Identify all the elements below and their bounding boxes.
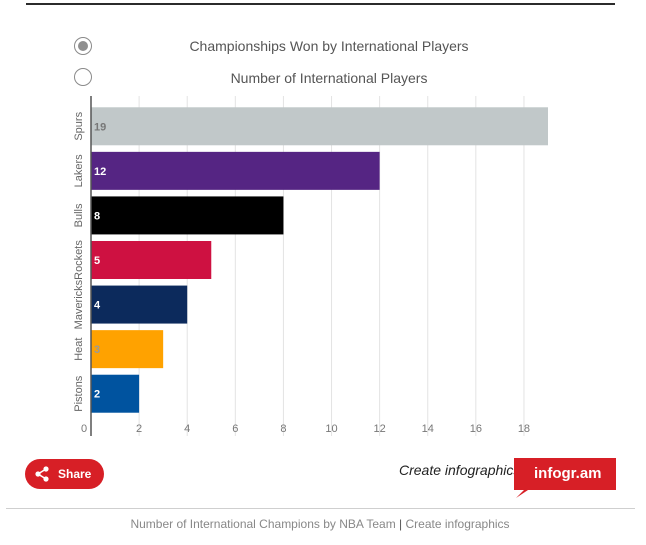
bar-label-heat: 3 [94,344,100,356]
bar-label-mavericks: 4 [94,300,101,312]
footer-title: Number of International Champions by NBA… [130,517,396,531]
footer-rule [6,508,635,509]
bar-label-pistons: 2 [94,389,100,401]
bar-spurs[interactable] [91,107,548,146]
bar-pistons[interactable] [91,374,140,413]
category-label-spurs: Spurs [73,111,85,140]
share-button[interactable]: Share [25,459,104,489]
bar-mavericks[interactable] [91,285,188,324]
radio-championships[interactable] [74,37,92,55]
category-label-mavericks: Mavericks [73,279,85,329]
bar-lakers[interactable] [91,151,380,190]
x-tick-14: 14 [422,423,434,435]
toggle-players[interactable]: Number of International Players [74,68,427,86]
x-tick-16: 16 [470,423,482,435]
infogram-logo[interactable] [506,458,616,498]
create-infographics-text[interactable]: Create infographics [399,462,521,478]
bar-label-rockets: 5 [94,255,100,267]
bar-heat[interactable] [91,330,164,369]
footer: Number of International Champions by NBA… [0,517,640,531]
category-label-rockets: Rockets [73,240,85,280]
x-tick-0: 0 [81,423,87,435]
footer-separator: | [399,517,403,531]
category-label-bulls: Bulls [73,203,85,227]
x-tick-4: 4 [184,423,190,435]
toggle-label-players: Number of International Players [230,70,428,86]
x-tick-2: 2 [136,423,142,435]
share-label: Share [58,467,92,481]
infogram-logo-text: infogr.am [534,465,602,482]
x-tick-18: 18 [518,423,530,435]
category-label-pistons: Pistons [73,375,85,412]
x-tick-6: 6 [232,423,238,435]
share-icon [35,466,49,482]
toggle-championships[interactable]: Championships Won by International Playe… [74,37,469,55]
bar-label-lakers: 12 [94,166,106,178]
bar-label-spurs: 19 [94,121,106,133]
category-label-lakers: Lakers [73,154,85,188]
bar-bulls[interactable] [91,196,284,235]
footer-link[interactable]: Create infographics [405,517,510,531]
bar-label-bulls: 8 [94,210,100,222]
x-tick-8: 8 [280,423,286,435]
top-rule [26,3,615,5]
radio-players[interactable] [74,68,92,86]
x-tick-12: 12 [374,423,386,435]
bar-rockets[interactable] [91,241,212,279]
x-tick-10: 10 [325,423,337,435]
category-label-heat: Heat [73,338,85,361]
toggle-label-championships: Championships Won by International Playe… [189,38,469,54]
